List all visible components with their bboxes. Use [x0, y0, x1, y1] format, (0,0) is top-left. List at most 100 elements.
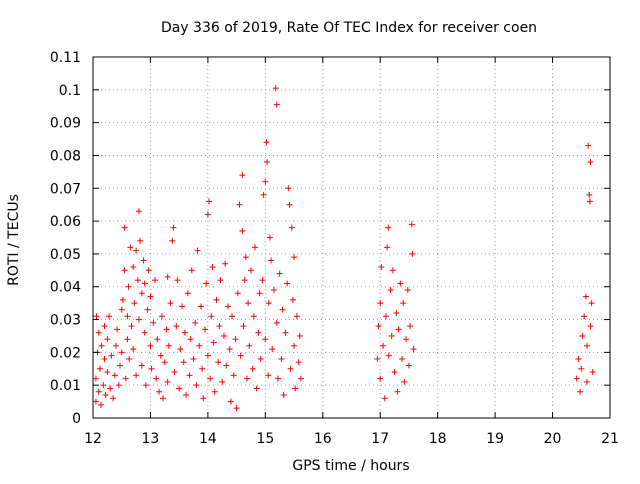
data-point [115, 382, 122, 389]
data-point [179, 303, 186, 310]
data-point [127, 244, 134, 251]
data-point [375, 323, 382, 330]
data-point [242, 254, 249, 261]
data-point [107, 385, 114, 392]
data-point [184, 290, 191, 297]
data-point [234, 290, 241, 297]
y-tick-label: 0.09 [50, 116, 81, 132]
data-point [118, 306, 125, 313]
data-point [163, 326, 170, 333]
data-point [394, 388, 401, 395]
data-point [190, 355, 197, 362]
data-point [259, 277, 266, 284]
data-point [199, 365, 206, 372]
data-point [140, 257, 147, 264]
x-tick-label: 20 [544, 431, 562, 447]
x-tick-label: 18 [429, 431, 447, 447]
data-point [188, 267, 195, 274]
data-point [161, 359, 168, 366]
y-tick-label: 0.03 [50, 313, 81, 329]
data-point [194, 247, 201, 254]
data-point [98, 401, 105, 408]
data-point [220, 332, 227, 339]
data-point [165, 342, 172, 349]
data-point [391, 369, 398, 376]
data-point [264, 159, 271, 166]
data-point [224, 303, 231, 310]
data-point [208, 313, 215, 320]
data-point [588, 300, 595, 307]
data-point [196, 342, 203, 349]
data-point [215, 359, 222, 366]
data-point [291, 342, 298, 349]
data-point [296, 332, 303, 339]
data-point [223, 362, 230, 369]
data-point [250, 313, 257, 320]
data-point [222, 260, 229, 267]
data-point [138, 362, 145, 369]
data-point [96, 365, 103, 372]
data-point [265, 372, 272, 379]
data-point [125, 283, 132, 290]
data-point [160, 395, 167, 402]
data-point [101, 323, 108, 330]
data-point [382, 313, 389, 320]
x-axis-title: GPS time / hours [292, 458, 409, 474]
data-point [203, 280, 210, 287]
data-point [180, 359, 187, 366]
data-point [133, 247, 140, 254]
data-point [106, 313, 113, 320]
data-point [164, 378, 171, 385]
data-point [381, 395, 388, 402]
data-point [206, 198, 213, 205]
data-point [153, 375, 160, 382]
data-point [385, 224, 392, 231]
data-point [98, 342, 105, 349]
data-point [210, 339, 217, 346]
data-point [112, 342, 119, 349]
data-point [276, 270, 283, 277]
data-point [578, 365, 585, 372]
x-tick-label: 12 [84, 431, 102, 447]
data-point [291, 254, 298, 261]
data-point [121, 224, 128, 231]
data-point [232, 336, 239, 343]
data-point [104, 336, 111, 343]
data-point [260, 191, 267, 198]
data-point [284, 280, 291, 287]
x-tick-label: 15 [256, 431, 274, 447]
data-point [246, 342, 253, 349]
y-tick-label: 0.01 [50, 378, 81, 394]
data-point [239, 227, 246, 234]
data-point [213, 296, 220, 303]
data-point [147, 293, 154, 300]
data-point [385, 352, 392, 359]
data-point [279, 306, 286, 313]
data-point [186, 372, 193, 379]
data-point [192, 319, 199, 326]
y-tick-label: 0.08 [50, 148, 81, 164]
data-point [152, 277, 159, 284]
data-point [589, 369, 596, 376]
data-point [176, 385, 183, 392]
data-point [154, 336, 161, 343]
data-point [141, 329, 148, 336]
data-point [407, 323, 414, 330]
data-point [102, 392, 109, 399]
x-tick-label: 16 [314, 431, 332, 447]
data-point [287, 365, 294, 372]
data-point [148, 365, 155, 372]
data-point [280, 392, 287, 399]
data-point [144, 306, 151, 313]
data-point [409, 250, 416, 257]
data-point [387, 287, 394, 294]
data-point [134, 277, 141, 284]
y-tick-label: 0.07 [50, 181, 81, 197]
x-tick-label: 17 [371, 431, 389, 447]
y-tick-label: 0.1 [59, 83, 81, 99]
data-point [243, 375, 250, 382]
data-point [404, 287, 411, 294]
data-point [230, 372, 237, 379]
data-point [586, 191, 593, 198]
